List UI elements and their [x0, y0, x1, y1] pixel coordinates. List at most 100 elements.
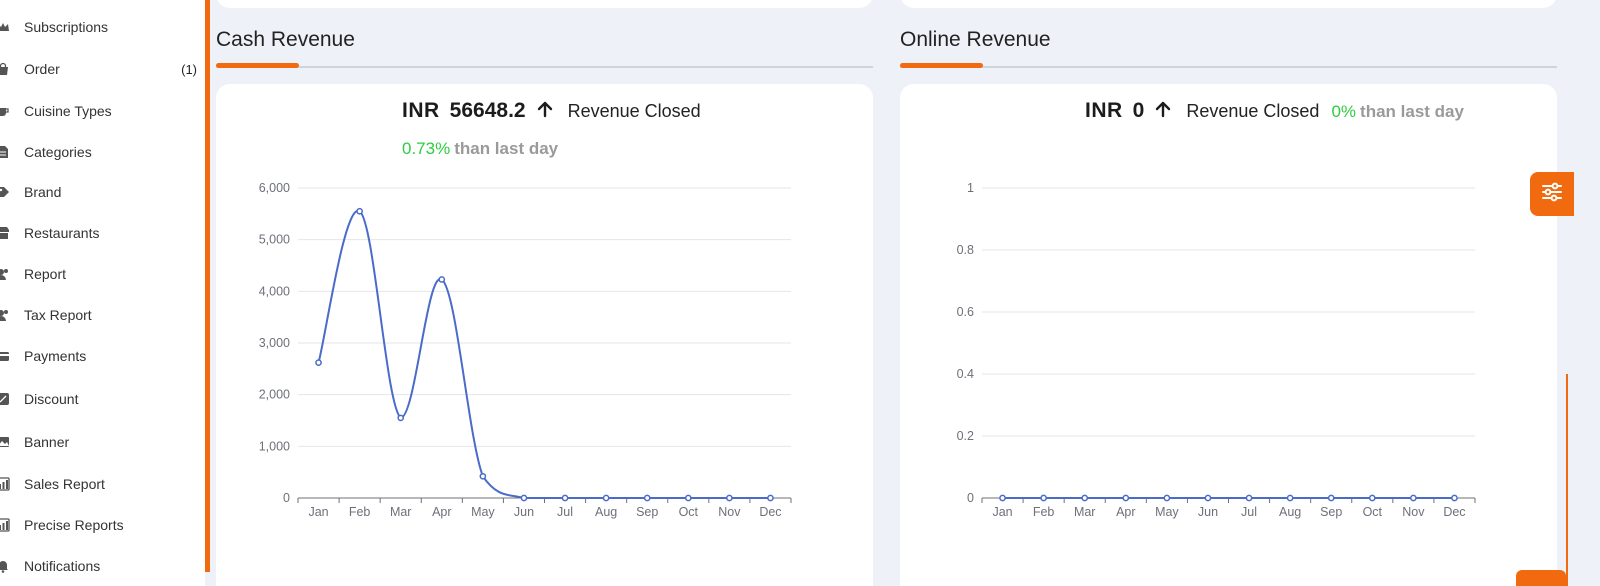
data-point — [1327, 494, 1335, 502]
sidebar-item-tax-report[interactable]: Tax Report — [0, 300, 205, 330]
store-icon — [0, 226, 10, 240]
cash-revenue-value: 56648.2 — [449, 99, 526, 122]
data-point — [1122, 494, 1130, 502]
x-tick-label: Sep — [1320, 505, 1342, 519]
data-point — [315, 359, 322, 366]
sidebar-item-notifications[interactable]: Notifications — [0, 551, 205, 581]
y-tick-label: 5,000 — [259, 233, 290, 247]
data-point — [397, 414, 405, 422]
x-tick-label: Feb — [349, 505, 371, 519]
users-icon — [0, 308, 10, 322]
x-tick-label: Jul — [557, 505, 573, 519]
tag-icon — [0, 185, 10, 199]
sidebar-item-label: Payments — [24, 348, 87, 364]
x-tick-label: Jun — [1198, 505, 1218, 519]
sidebar-item-categories[interactable]: Categories — [0, 137, 205, 167]
online-change-pct: 0% — [1331, 102, 1357, 121]
x-tick-label: Jan — [992, 505, 1012, 519]
y-tick-label: 0.8 — [957, 243, 974, 257]
y-tick-label: 6,000 — [259, 181, 290, 195]
x-tick-label: Oct — [1363, 505, 1383, 519]
bar-chart-icon — [0, 518, 10, 532]
data-point — [726, 494, 733, 502]
x-tick-label: May — [1155, 505, 1179, 519]
sidebar-item-label: Banner — [24, 434, 70, 450]
bar-chart-icon — [0, 477, 10, 491]
cash-revenue-title: Cash Revenue — [216, 28, 355, 51]
scroll-top-button[interactable] — [1516, 570, 1566, 586]
online-revenue-card: INR 0 Revenue Closed 0% than last day — [900, 84, 1557, 586]
data-point — [1245, 494, 1253, 502]
sidebar-item-cuisine-types[interactable]: Cuisine Types — [0, 96, 205, 126]
cash-change-pct: 0.73% — [402, 139, 451, 158]
sidebar-item-precise-reports[interactable]: Precise Reports — [0, 510, 205, 540]
y-tick-label: 3,000 — [259, 336, 290, 350]
sidebar-accent-bar — [205, 0, 210, 572]
sliders-icon — [1540, 180, 1564, 209]
online-revenue-underline — [900, 63, 983, 68]
scrollbar[interactable] — [1566, 374, 1568, 586]
y-tick-label: 0.6 — [957, 305, 974, 319]
data-point — [479, 472, 487, 480]
sidebar-item-label: Tax Report — [24, 307, 92, 323]
x-tick-label: Feb — [1033, 505, 1055, 519]
online-revenue-title: Online Revenue — [900, 28, 1051, 51]
x-tick-label: Aug — [1279, 505, 1301, 519]
online-currency: INR — [1085, 99, 1123, 122]
arrow-up-icon — [536, 100, 554, 118]
sidebar-item-label: Restaurants — [24, 225, 100, 241]
y-tick-label: 0.4 — [957, 367, 974, 381]
sidebar-item-brand[interactable]: Brand — [0, 177, 205, 207]
sidebar-item-label: Notifications — [24, 558, 101, 574]
sidebar-item-label: Cuisine Types — [24, 103, 112, 119]
sidebar-item-report[interactable]: Report — [0, 259, 205, 289]
y-tick-label: 1 — [967, 181, 974, 195]
x-tick-label: Jul — [1241, 505, 1257, 519]
image-icon — [0, 435, 10, 449]
bag-icon — [0, 62, 10, 76]
online-revenue-value: 0 — [1132, 99, 1145, 122]
card-icon — [0, 349, 10, 363]
sidebar-item-label: Report — [24, 266, 67, 282]
sidebar-item-restaurants[interactable]: Restaurants — [0, 218, 205, 248]
cash-change: 0.73% than last day — [402, 139, 558, 159]
sidebar-item-label: Order — [24, 61, 60, 77]
sidebar-item-sales-report[interactable]: Sales Report — [0, 469, 205, 499]
sidebar-item-label: Subscriptions — [24, 19, 109, 35]
users-icon — [0, 267, 10, 281]
sidebar-item-label: Categories — [24, 144, 92, 160]
data-point — [1368, 494, 1376, 502]
cash-change-text: than last day — [454, 139, 559, 158]
data-point — [684, 494, 692, 502]
data-point — [561, 494, 569, 502]
sidebar: Subscriptions Order (1) Cuisine Types Catego… — [0, 0, 205, 586]
sidebar-item-label: Sales Report — [24, 476, 105, 492]
top-card-left — [216, 0, 873, 8]
y-tick-label: 0 — [967, 491, 974, 505]
y-tick-label: 1,000 — [259, 439, 290, 453]
order-count-badge: (1) — [181, 61, 197, 77]
online-change-text: than last day — [1360, 102, 1464, 121]
sidebar-item-label: Brand — [24, 184, 62, 200]
x-tick-label: Mar — [390, 505, 412, 519]
sidebar-item-discount[interactable]: Discount — [0, 384, 205, 414]
bell-icon — [0, 559, 10, 573]
settings-button[interactable] — [1530, 172, 1574, 216]
data-point — [767, 494, 774, 502]
data-point — [1081, 494, 1089, 502]
sidebar-item-payments[interactable]: Payments — [0, 341, 205, 371]
x-tick-label: Aug — [595, 505, 617, 519]
sidebar-item-order[interactable]: Order (1) — [0, 54, 205, 84]
x-tick-label: Oct — [679, 505, 699, 519]
top-card-right — [900, 0, 1557, 8]
data-point — [602, 494, 610, 502]
sidebar-item-label: Discount — [24, 391, 79, 407]
percent-icon — [0, 392, 10, 406]
sidebar-item-banner[interactable]: Banner — [0, 427, 205, 457]
data-point — [1040, 494, 1047, 502]
sidebar-item-subscriptions[interactable]: Subscriptions — [0, 12, 205, 42]
x-tick-label: Jan — [308, 505, 328, 519]
data-point — [520, 494, 528, 502]
